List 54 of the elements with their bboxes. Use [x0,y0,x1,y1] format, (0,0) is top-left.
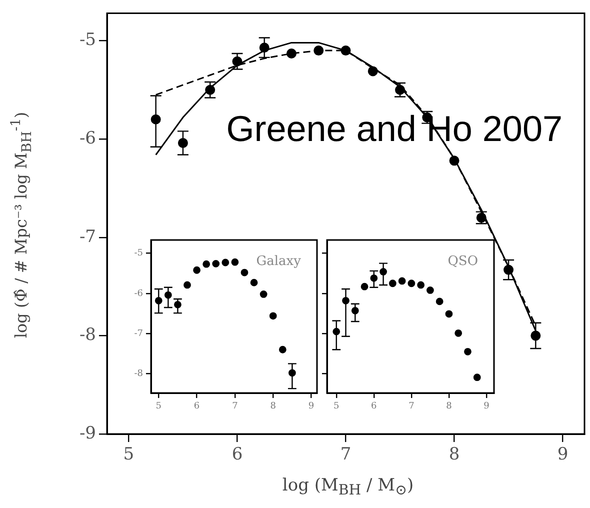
point [222,258,230,266]
y-tick-label: -6 [134,288,144,299]
point [314,46,324,56]
x-tick-label: 5 [334,402,340,412]
point [212,260,220,268]
x-tick-label: 6 [194,402,200,412]
point [184,281,191,289]
point [454,329,462,337]
x-tick-label: 9 [308,402,314,412]
point [398,277,406,285]
text: Galaxy [256,254,302,269]
y-tick-label: -6 [79,128,96,148]
point [231,258,239,266]
point [417,281,425,289]
y-tick-label: -8 [134,369,144,380]
point [449,156,460,166]
x-tick-label: 7 [232,402,238,412]
point [260,290,268,298]
point [202,260,210,268]
x-tick-label: 6 [371,402,378,412]
point [269,312,277,320]
point [426,286,434,294]
point [278,346,286,354]
y-tick-label: -5 [79,30,96,50]
point [388,280,396,288]
x-tick-label: 9 [557,444,568,465]
point [340,46,351,56]
x-axis-title: log (M$_{BH}$ / M$_{⊙}$) [282,475,414,499]
point [240,268,248,276]
x-tick-label: 5 [123,444,134,465]
point [436,298,444,306]
x-tick-label: 7 [340,444,352,465]
y-tick-label: -7 [134,328,144,339]
point [193,266,200,274]
point [368,66,378,76]
point [464,348,472,356]
y-tick-label: -7 [79,226,96,247]
y-tick-label: -9 [79,423,96,444]
x-tick-label: 5 [156,402,162,412]
point [250,278,258,286]
x-tick-label: 7 [408,402,415,412]
y-tick-label: -5 [134,248,144,259]
x-tick-label: 8 [446,402,452,412]
point [408,280,416,288]
point [286,48,296,59]
x-tick-label: 6 [232,444,243,465]
text: QSO [448,254,478,269]
x-tick-label: 8 [270,402,276,412]
point [473,374,481,382]
y-tick-label: -8 [79,325,96,346]
x-tick-label: 8 [448,444,460,465]
x-tick-label: 9 [484,402,490,412]
point [445,310,453,318]
point [360,282,368,290]
